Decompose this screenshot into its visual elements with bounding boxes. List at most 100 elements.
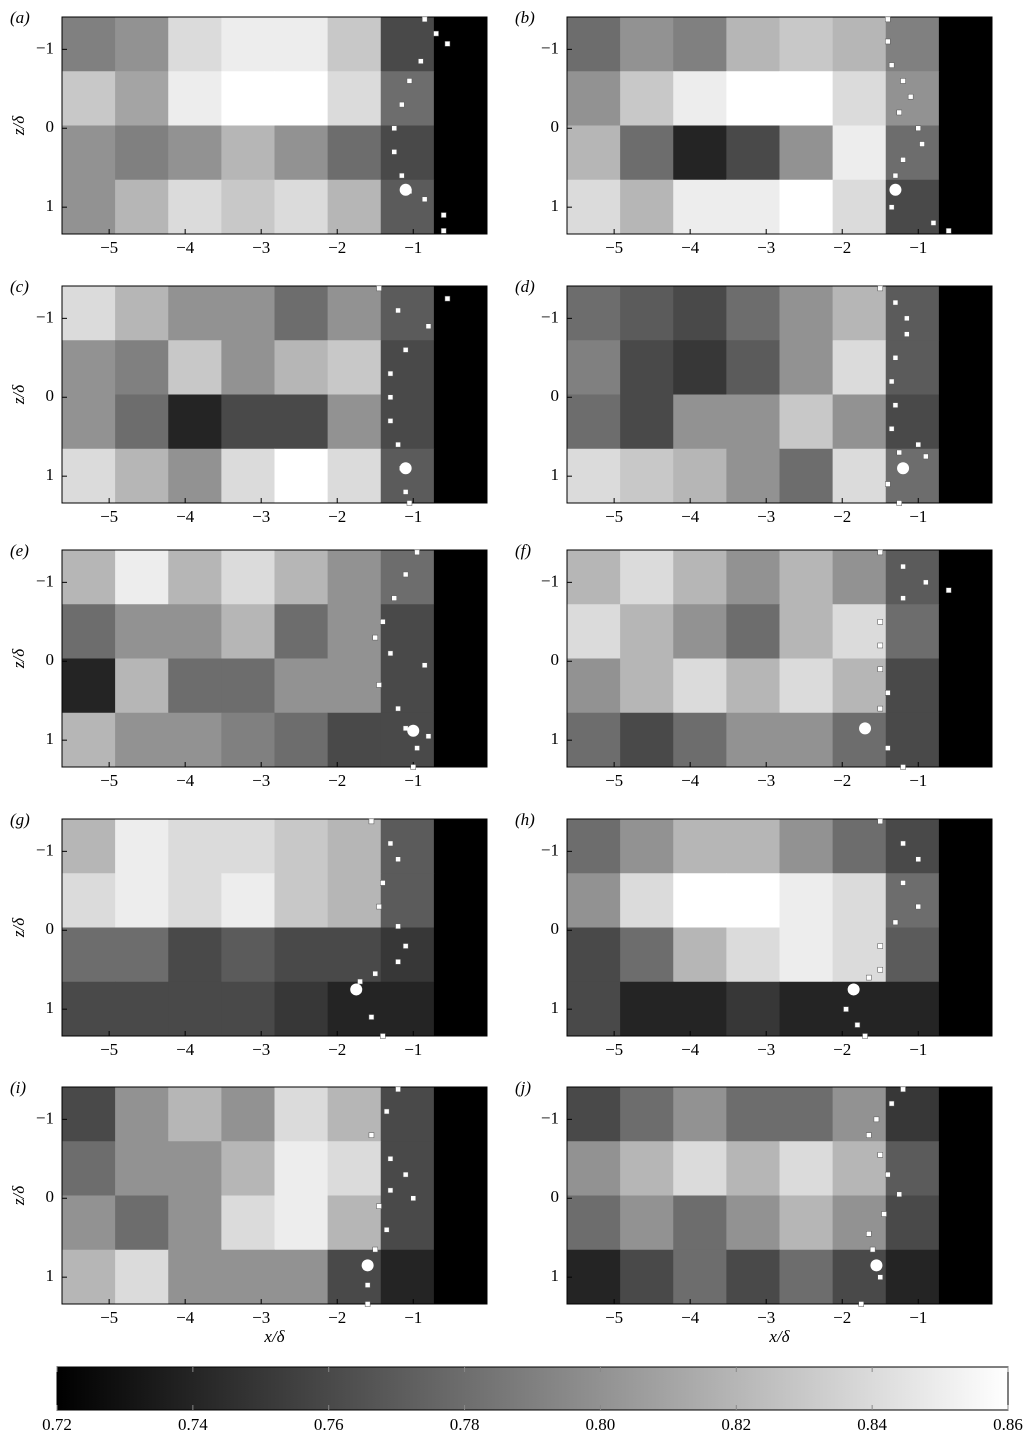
x-axis-label: x/δ [263,1327,285,1346]
x-tick-label: −4 [176,238,195,257]
heat-cell [327,873,382,928]
front-point [364,1301,371,1307]
heat-cell [832,1249,887,1305]
heat-cell [62,873,116,928]
front-point [402,571,409,578]
front-point [395,856,401,862]
front-marker [407,724,420,737]
x-tick-label: −3 [757,507,775,526]
heat-cell [673,17,727,72]
front-point [930,220,937,226]
y-axis-label: z/δ [9,115,28,136]
x-tick-label: −2 [833,1308,851,1327]
heat-cell [620,604,674,659]
heat-cell [115,1087,169,1142]
panel-label: (e) [10,541,29,560]
front-point [900,1086,906,1093]
front-point [858,1301,864,1307]
front-point [877,285,883,292]
heat-cell [620,125,674,181]
heat-cell [673,658,727,714]
x-tick-label: −4 [176,1040,195,1059]
heat-cell [380,550,435,605]
front-point [376,1203,382,1209]
heat-cell [938,604,993,659]
front-point [896,500,902,506]
front-point [854,1022,861,1028]
x-tick-label: −3 [757,238,775,257]
plot-frame [566,549,993,768]
front-point [881,1211,887,1217]
front-point [383,1227,390,1233]
front-point [380,619,386,625]
heat-cell [567,981,621,1037]
heat-cell [221,179,275,235]
heat-cell [274,712,329,768]
heat-cell [779,286,834,341]
heat-cell [327,927,382,983]
heat-cell [726,873,780,928]
heat-cell [885,981,940,1037]
heat-cell [726,550,780,605]
heat-cell [433,712,488,768]
front-point [892,402,899,408]
front-point [372,1246,378,1253]
y-tick-label: −1 [541,38,559,57]
heat-cell [380,819,435,874]
heat-cell [115,286,169,341]
x-axis-label: x/δ [768,1327,790,1346]
heat-cell [380,1087,435,1142]
heat-cell [433,1249,488,1305]
heat-cell [62,71,116,126]
y-tick-label: 1 [551,998,560,1017]
heat-cell [620,927,674,983]
heat-cell [567,1087,621,1142]
front-point [873,1116,880,1123]
y-tick-label: −1 [36,307,54,326]
heat-cell [380,712,435,768]
heat-cell [620,17,674,72]
front-point [387,418,394,424]
heat-cell [779,658,834,714]
heat-cell [115,658,169,714]
x-tick-label: −1 [404,1040,422,1059]
front-point [900,563,906,570]
front-point [900,78,906,84]
heat-cell [327,17,382,72]
heat-cell [885,658,940,714]
heat-cell [779,712,834,768]
heat-cell [221,125,275,181]
heat-cell [380,873,435,928]
y-axis-label: z/δ [9,917,28,938]
heat-cell [62,658,116,714]
heat-cell [885,873,940,928]
heat-cell [221,448,275,504]
panel-label: (g) [10,810,30,829]
heat-cell [885,1195,940,1251]
front-point [410,764,417,770]
front-point [410,1195,417,1202]
x-tick-label: −1 [404,771,422,790]
x-tick-label: −5 [100,771,118,790]
front-point [900,764,906,770]
heat-cell [62,17,116,72]
x-tick-label: −2 [328,238,346,257]
heat-cell [620,658,674,714]
heat-cell [779,981,834,1037]
heat-cell [168,1249,222,1305]
heat-cell [832,17,887,72]
x-tick-label: −4 [681,1040,700,1059]
front-point [425,323,432,329]
y-tick-label: 1 [551,729,560,748]
heat-cell [115,448,169,504]
heat-cell [938,71,993,126]
front-point [440,228,447,234]
heat-cell [433,17,488,72]
heat-cell [433,394,488,450]
y-tick-label: 0 [46,650,55,669]
plot-frame [61,1086,488,1305]
heat-cell [168,448,222,504]
heat-cell [726,927,780,983]
y-tick-label: −1 [36,38,54,57]
heat-cell [115,125,169,181]
